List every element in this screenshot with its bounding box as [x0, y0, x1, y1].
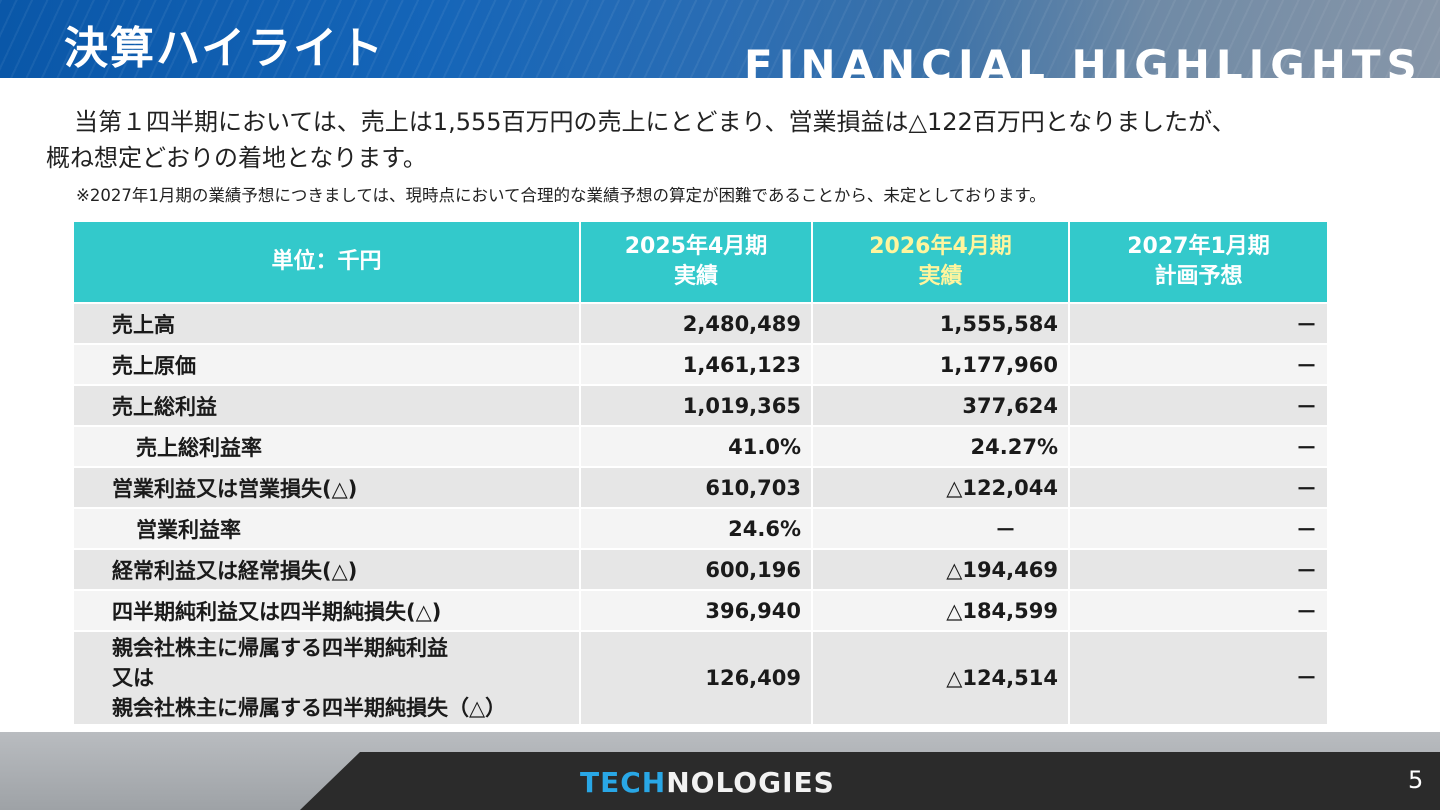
cell-fy2025: 600,196	[580, 548, 813, 590]
row-label: 売上高	[74, 302, 581, 344]
cell-fy2027: －	[1069, 384, 1327, 426]
cell-fy2025: 24.6%	[580, 507, 813, 549]
header-band: 決算ハイライト FINANCIAL HIGHLIGHTS	[0, 0, 1440, 78]
table-row: 営業利益又は営業損失(△) 610,703 △122,044 －	[74, 466, 1327, 508]
cell-fy2026: 377,624	[812, 384, 1070, 426]
cell-fy2025: 396,940	[580, 589, 813, 631]
cell-fy2027: －	[1069, 507, 1327, 549]
table-row: 経常利益又は経常損失(△) 600,196 △194,469 －	[74, 548, 1327, 590]
cell-fy2026: 1,555,584	[812, 302, 1070, 344]
table-row: 売上高 2,480,489 1,555,584 －	[74, 302, 1327, 344]
table-row: 売上総利益 1,019,365 377,624 －	[74, 384, 1327, 426]
cell-fy2027: －	[1069, 630, 1327, 724]
cell-fy2027: －	[1069, 302, 1327, 344]
header-fy2026: 2026年4月期 実績	[812, 222, 1070, 303]
header-unit: 単位：千円	[74, 222, 581, 303]
table-row: 売上総利益率 41.0% 24.27% －	[74, 425, 1327, 467]
cell-fy2027: －	[1069, 548, 1327, 590]
company-logo: TECHNOLOGIES	[580, 766, 835, 799]
table-row: 親会社株主に帰属する四半期純利益 又は 親会社株主に帰属する四半期純損失（△） …	[74, 630, 1327, 724]
table-row: 営業利益率 24.6% － －	[74, 507, 1327, 549]
cell-fy2027: －	[1069, 343, 1327, 385]
row-label: 売上総利益	[74, 384, 581, 426]
header-fy2025: 2025年4月期 実績	[580, 222, 813, 303]
row-label-line: 又は	[112, 666, 154, 690]
cell-fy2027: －	[1069, 589, 1327, 631]
row-label: 営業利益率	[74, 507, 581, 549]
cell-fy2025: 1,461,123	[580, 343, 813, 385]
footer-dark-panel	[300, 752, 1440, 810]
cell-fy2026: △122,044	[812, 466, 1070, 508]
cell-fy2025: 610,703	[580, 466, 813, 508]
row-label: 営業利益又は営業損失(△)	[74, 466, 581, 508]
summary-line-2: 概ね想定どおりの着地となります。	[46, 144, 427, 172]
cell-fy2026: △194,469	[812, 548, 1070, 590]
page-number: 5	[1408, 766, 1424, 794]
logo-part-tech: TECH	[580, 766, 667, 799]
cell-fy2025: 1,019,365	[580, 384, 813, 426]
financial-table: 単位：千円 2025年4月期 実績 2026年4月期 実績 2027年1月期 計…	[74, 222, 1327, 724]
cell-fy2026: －	[812, 507, 1070, 549]
cell-fy2027: －	[1069, 466, 1327, 508]
row-label: 四半期純利益又は四半期純損失(△)	[74, 589, 581, 631]
cell-fy2025: 126,409	[580, 630, 813, 724]
cell-fy2025: 41.0%	[580, 425, 813, 467]
logo-part-nologies: NOLOGIES	[666, 766, 835, 799]
cell-fy2026: △124,514	[812, 630, 1070, 724]
table-row: 四半期純利益又は四半期純損失(△) 396,940 △184,599 －	[74, 589, 1327, 631]
row-label: 売上総利益率	[74, 425, 581, 467]
row-label: 売上原価	[74, 343, 581, 385]
forecast-note: ※2027年1月期の業績予想につきましては、現時点において合理的な業績予想の算定…	[76, 186, 1046, 205]
page-title: 決算ハイライト	[64, 23, 386, 74]
summary-text: 当第１四半期においては、売上は1,555百万円の売上にとどまり、営業損益は△12…	[46, 104, 1416, 176]
cell-fy2026: △184,599	[812, 589, 1070, 631]
row-label: 経常利益又は経常損失(△)	[74, 548, 581, 590]
cell-fy2026: 24.27%	[812, 425, 1070, 467]
table-header-row: 単位：千円 2025年4月期 実績 2026年4月期 実績 2027年1月期 計…	[74, 222, 1327, 303]
row-label-line: 親会社株主に帰属する四半期純損失（△）	[112, 696, 507, 720]
row-label-line: 親会社株主に帰属する四半期純利益	[112, 636, 448, 660]
page-subtitle-en: FINANCIAL HIGHLIGHTS	[744, 41, 1423, 78]
cell-fy2027: －	[1069, 425, 1327, 467]
cell-fy2026: 1,177,960	[812, 343, 1070, 385]
table-row: 売上原価 1,461,123 1,177,960 －	[74, 343, 1327, 385]
row-label: 親会社株主に帰属する四半期純利益 又は 親会社株主に帰属する四半期純損失（△）	[74, 630, 581, 724]
header-fy2027-plan: 2027年1月期 計画予想	[1069, 222, 1327, 303]
summary-line-1: 当第１四半期においては、売上は1,555百万円の売上にとどまり、営業損益は△12…	[74, 108, 1236, 136]
cell-fy2025: 2,480,489	[580, 302, 813, 344]
